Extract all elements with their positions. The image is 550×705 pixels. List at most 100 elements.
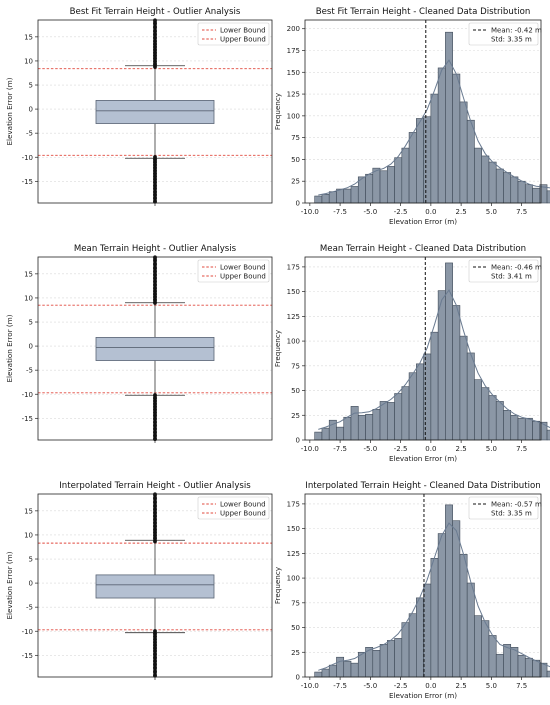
histogram-bar	[474, 147, 482, 204]
histogram-bar	[546, 429, 550, 441]
histogram-bar	[386, 402, 395, 441]
histogram-bar	[481, 155, 490, 204]
x-tick-label: -7.5	[333, 445, 347, 453]
legend-label-mean: Mean: -0.57 m	[491, 501, 542, 509]
histogram-bar	[532, 420, 541, 441]
kde-curve	[318, 59, 550, 196]
histogram-bar	[430, 331, 439, 441]
histogram-bar	[524, 417, 533, 441]
histogram-bar	[314, 431, 323, 441]
histogram-bar	[314, 671, 323, 678]
x-tick-label: 0.0	[425, 682, 436, 690]
y-tick-label: 100	[287, 112, 300, 120]
histogram-bar	[503, 410, 512, 441]
histogram-bar	[495, 653, 504, 678]
histogram-bar	[430, 557, 439, 678]
y-tick-label: 10	[24, 531, 33, 539]
histogram-bar	[437, 290, 446, 441]
y-tick-label: 125	[287, 550, 300, 558]
y-tick-label: -5	[26, 367, 33, 375]
y-tick-label: 175	[287, 500, 300, 508]
legend-box	[468, 259, 539, 283]
y-tick-label: 150	[287, 69, 300, 77]
histogram-bar	[336, 188, 345, 204]
histogram-bar	[459, 335, 468, 441]
x-tick-label: 0.0	[425, 445, 436, 453]
histogram-bar	[394, 393, 403, 441]
x-axis-label: Elevation Error (m)	[389, 691, 457, 700]
x-tick-label: -10.0	[301, 682, 319, 690]
y-axis-label: Elevation Error (m)	[5, 551, 14, 619]
y-tick-label: 75	[291, 362, 300, 370]
histogram-bar	[357, 414, 366, 441]
legend-label-std: Std: 3.35 m	[491, 36, 532, 44]
histogram-bar	[423, 353, 432, 441]
histogram-bar	[321, 427, 330, 441]
histogram-bar	[350, 406, 359, 441]
histogram-bar	[336, 426, 345, 441]
histogram-bar	[481, 620, 490, 678]
x-tick-label: -10.0	[301, 445, 319, 453]
plot-frame	[304, 256, 542, 441]
histogram-bar	[401, 147, 410, 204]
y-tick-label: -10	[22, 154, 33, 162]
histogram-bar	[423, 583, 432, 678]
histogram-bar	[379, 170, 388, 204]
histogram-bar	[372, 167, 381, 204]
histogram-bar	[481, 387, 490, 441]
histogram-bar	[532, 659, 541, 678]
histogram-bar	[488, 161, 497, 204]
histogram-bar	[394, 157, 403, 204]
legend-label-std: Std: 3.35 m	[491, 510, 532, 518]
legend-label-lower: Lower Bound	[220, 27, 266, 35]
x-tick-label: -10.0	[301, 208, 319, 216]
x-tick-label: -7.5	[333, 208, 347, 216]
histogram-title: Mean Terrain Height - Cleaned Data Distr…	[320, 244, 526, 254]
y-tick-label: -15	[22, 415, 33, 423]
histogram-bar	[546, 670, 550, 678]
histogram-title: Interpolated Terrain Height - Cleaned Da…	[305, 481, 540, 491]
y-axis-label: Frequency	[273, 329, 282, 367]
histogram-bar	[350, 662, 359, 678]
x-tick-label: -5.0	[364, 445, 378, 453]
x-tick-label: 7.5	[516, 208, 527, 216]
y-axis-label: Frequency	[273, 92, 282, 130]
histogram-bar	[488, 395, 497, 441]
histogram-panel: Best Fit Terrain Height - Cleaned Data D…	[273, 7, 550, 226]
histogram-bar	[474, 379, 482, 441]
histogram-bar	[517, 180, 526, 204]
y-tick-label: 0	[29, 343, 33, 351]
histogram-bar	[379, 644, 388, 678]
histogram-bar	[452, 520, 461, 678]
histogram-bar	[510, 176, 519, 204]
x-tick-label: -2.5	[394, 208, 408, 216]
legend-box	[197, 22, 270, 46]
histogram-bar	[524, 657, 533, 678]
histogram-bar	[546, 190, 550, 204]
y-tick-label: 100	[287, 338, 300, 346]
y-tick-label: 75	[291, 134, 300, 142]
plot-frame	[304, 19, 542, 204]
histogram-bar	[517, 417, 526, 441]
legend-label-lower: Lower Bound	[220, 501, 266, 509]
histogram-bar	[386, 166, 395, 204]
y-tick-label: -15	[22, 178, 33, 186]
histogram-panel: Mean Terrain Height - Cleaned Data Distr…	[273, 244, 550, 463]
x-tick-label: 7.5	[516, 682, 527, 690]
legend-label-upper: Upper Bound	[220, 510, 266, 518]
y-tick-label: 150	[287, 525, 300, 533]
kde-curve	[318, 289, 550, 430]
legend-label-upper: Upper Bound	[220, 273, 266, 281]
histogram-bar	[401, 386, 410, 441]
plot-frame	[304, 493, 542, 678]
y-axis-label: Frequency	[273, 566, 282, 604]
x-tick-label: -2.5	[394, 682, 408, 690]
histogram-bar	[430, 93, 439, 204]
x-tick-label: 5.0	[486, 208, 497, 216]
histogram-bar	[372, 409, 381, 441]
y-tick-label: 50	[291, 387, 300, 395]
x-tick-label: 5.0	[486, 682, 497, 690]
